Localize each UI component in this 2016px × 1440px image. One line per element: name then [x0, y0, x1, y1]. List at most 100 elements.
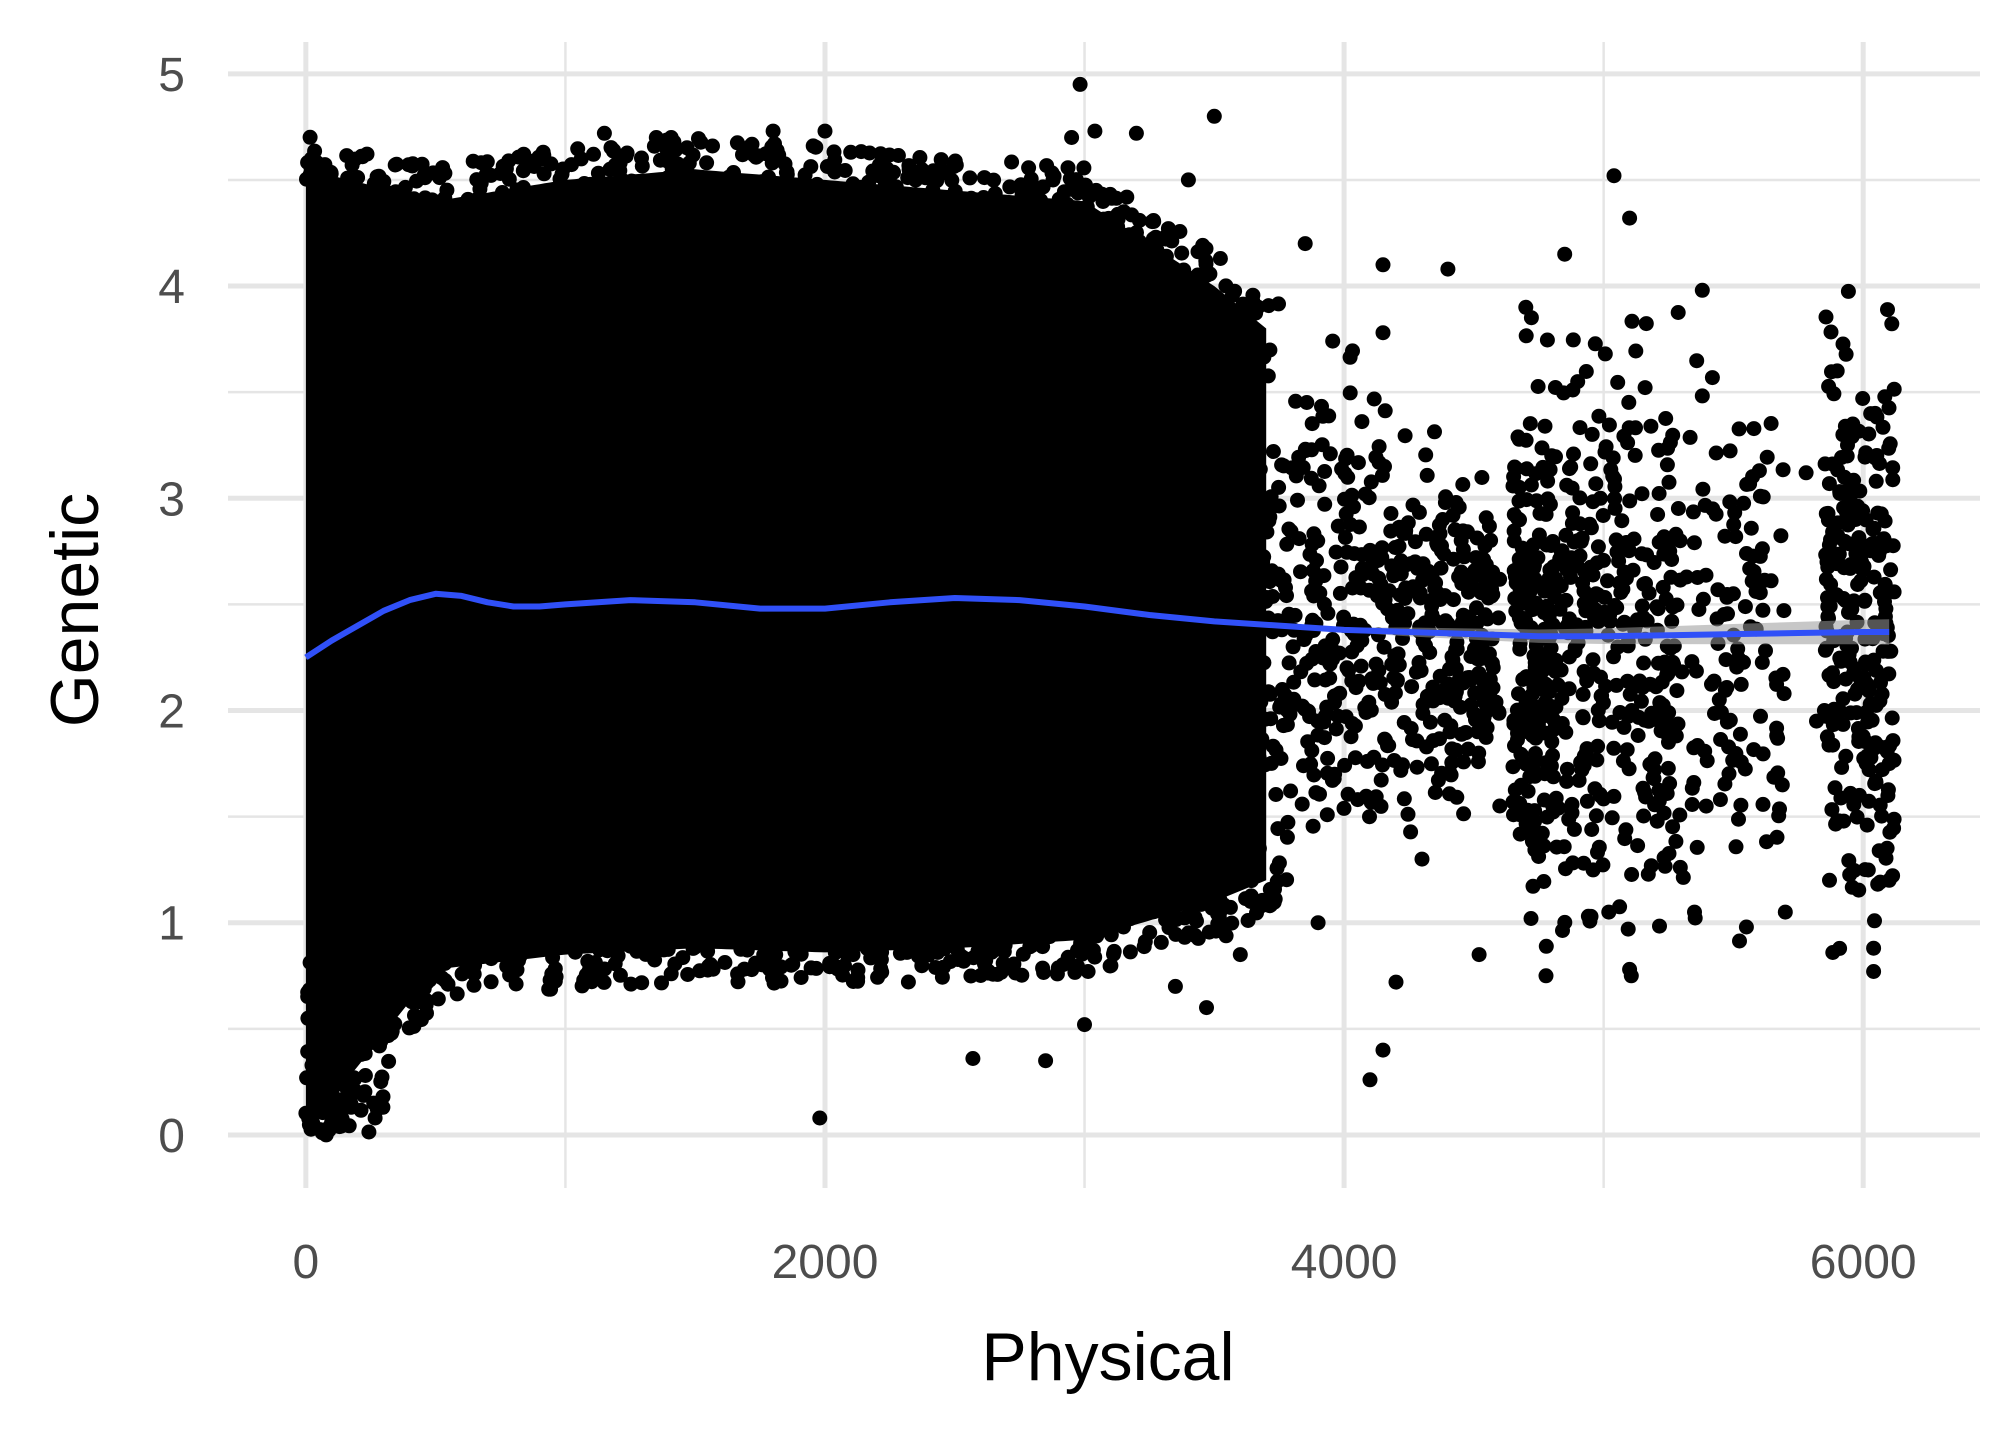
data-point	[547, 973, 563, 989]
data-point	[1713, 704, 1729, 720]
data-point	[1435, 512, 1451, 527]
data-point	[1267, 881, 1282, 897]
data-point	[1317, 464, 1333, 479]
data-point	[1035, 960, 1051, 976]
data-point	[1218, 544, 1234, 560]
data-point	[430, 991, 446, 1007]
data-point	[1705, 501, 1721, 517]
data-point	[1652, 918, 1667, 934]
data-point	[1578, 603, 1594, 619]
data-point	[682, 167, 698, 183]
scatter-points	[298, 76, 1902, 1143]
data-point	[1304, 651, 1320, 667]
data-point	[1595, 508, 1611, 523]
data-point	[1266, 894, 1282, 910]
data-point	[1260, 368, 1276, 384]
data-point	[1012, 195, 1028, 211]
data-point	[1322, 670, 1338, 686]
data-point	[1436, 546, 1452, 562]
data-point	[1527, 803, 1543, 819]
data-point	[1857, 592, 1873, 608]
data-point	[1835, 691, 1851, 707]
data-point	[1873, 675, 1888, 691]
data-point	[700, 943, 716, 959]
data-point	[1663, 569, 1679, 585]
data-point	[1336, 800, 1352, 816]
data-point	[1725, 586, 1741, 602]
data-point	[1350, 792, 1366, 808]
data-point	[459, 961, 475, 977]
data-point	[483, 951, 499, 967]
data-point	[1221, 624, 1236, 640]
data-point	[705, 932, 721, 947]
data-point	[1421, 563, 1437, 579]
data-point	[1305, 818, 1321, 834]
data-point	[868, 166, 883, 182]
data-point	[1574, 530, 1590, 546]
data-point	[1614, 513, 1630, 529]
data-point	[1635, 679, 1651, 695]
data-point	[1545, 617, 1561, 633]
data-point	[1559, 773, 1575, 789]
data-point	[1527, 655, 1543, 671]
data-point	[1419, 688, 1435, 704]
data-point	[1770, 730, 1786, 746]
data-point	[1831, 555, 1847, 571]
data-point	[1363, 795, 1379, 810]
data-point	[828, 161, 844, 177]
data-point	[407, 1007, 422, 1023]
data-point	[1027, 924, 1043, 940]
data-point	[1268, 787, 1284, 802]
data-point	[1624, 867, 1640, 882]
data-point	[1699, 753, 1715, 769]
data-point	[1745, 548, 1761, 564]
data-point	[1775, 666, 1791, 682]
data-point	[1877, 513, 1893, 529]
data-point	[1311, 478, 1327, 494]
data-point	[1046, 168, 1062, 184]
data-point	[1518, 568, 1534, 584]
y-axis-title: Genetic	[37, 493, 113, 727]
data-point	[1199, 627, 1215, 643]
data-point	[1288, 393, 1304, 409]
data-point	[367, 1110, 383, 1126]
data-point	[1882, 824, 1898, 840]
data-point	[1596, 791, 1611, 807]
data-point	[730, 966, 746, 982]
data-point	[1868, 773, 1884, 789]
data-point	[767, 136, 782, 152]
data-point	[1763, 416, 1779, 431]
data-point	[1449, 789, 1465, 805]
data-point	[1507, 591, 1523, 606]
data-point	[1859, 817, 1875, 833]
data-point	[1660, 760, 1676, 776]
data-point	[1206, 108, 1222, 124]
data-point	[1330, 518, 1346, 534]
data-point	[1397, 615, 1412, 631]
data-point	[1584, 822, 1600, 837]
data-point	[1412, 585, 1428, 601]
data-point	[1218, 928, 1234, 944]
data-point	[894, 190, 910, 206]
data-point	[1512, 641, 1528, 657]
data-point	[1209, 855, 1225, 871]
data-point	[874, 185, 890, 201]
data-point	[1243, 503, 1259, 519]
data-point	[1511, 479, 1527, 495]
data-point	[1375, 325, 1391, 341]
data-point	[1624, 313, 1640, 329]
data-point	[422, 972, 438, 988]
data-point	[1371, 455, 1387, 470]
data-point	[1391, 538, 1407, 554]
data-point	[1333, 559, 1349, 575]
data-point	[845, 176, 861, 192]
data-point	[1458, 725, 1474, 741]
data-point	[567, 944, 583, 960]
data-point	[1491, 610, 1506, 626]
data-point	[1736, 495, 1752, 511]
data-point	[310, 1058, 326, 1074]
data-point	[1751, 463, 1767, 479]
data-point	[1375, 1042, 1391, 1058]
data-point	[1222, 737, 1238, 752]
data-point	[1871, 843, 1887, 859]
